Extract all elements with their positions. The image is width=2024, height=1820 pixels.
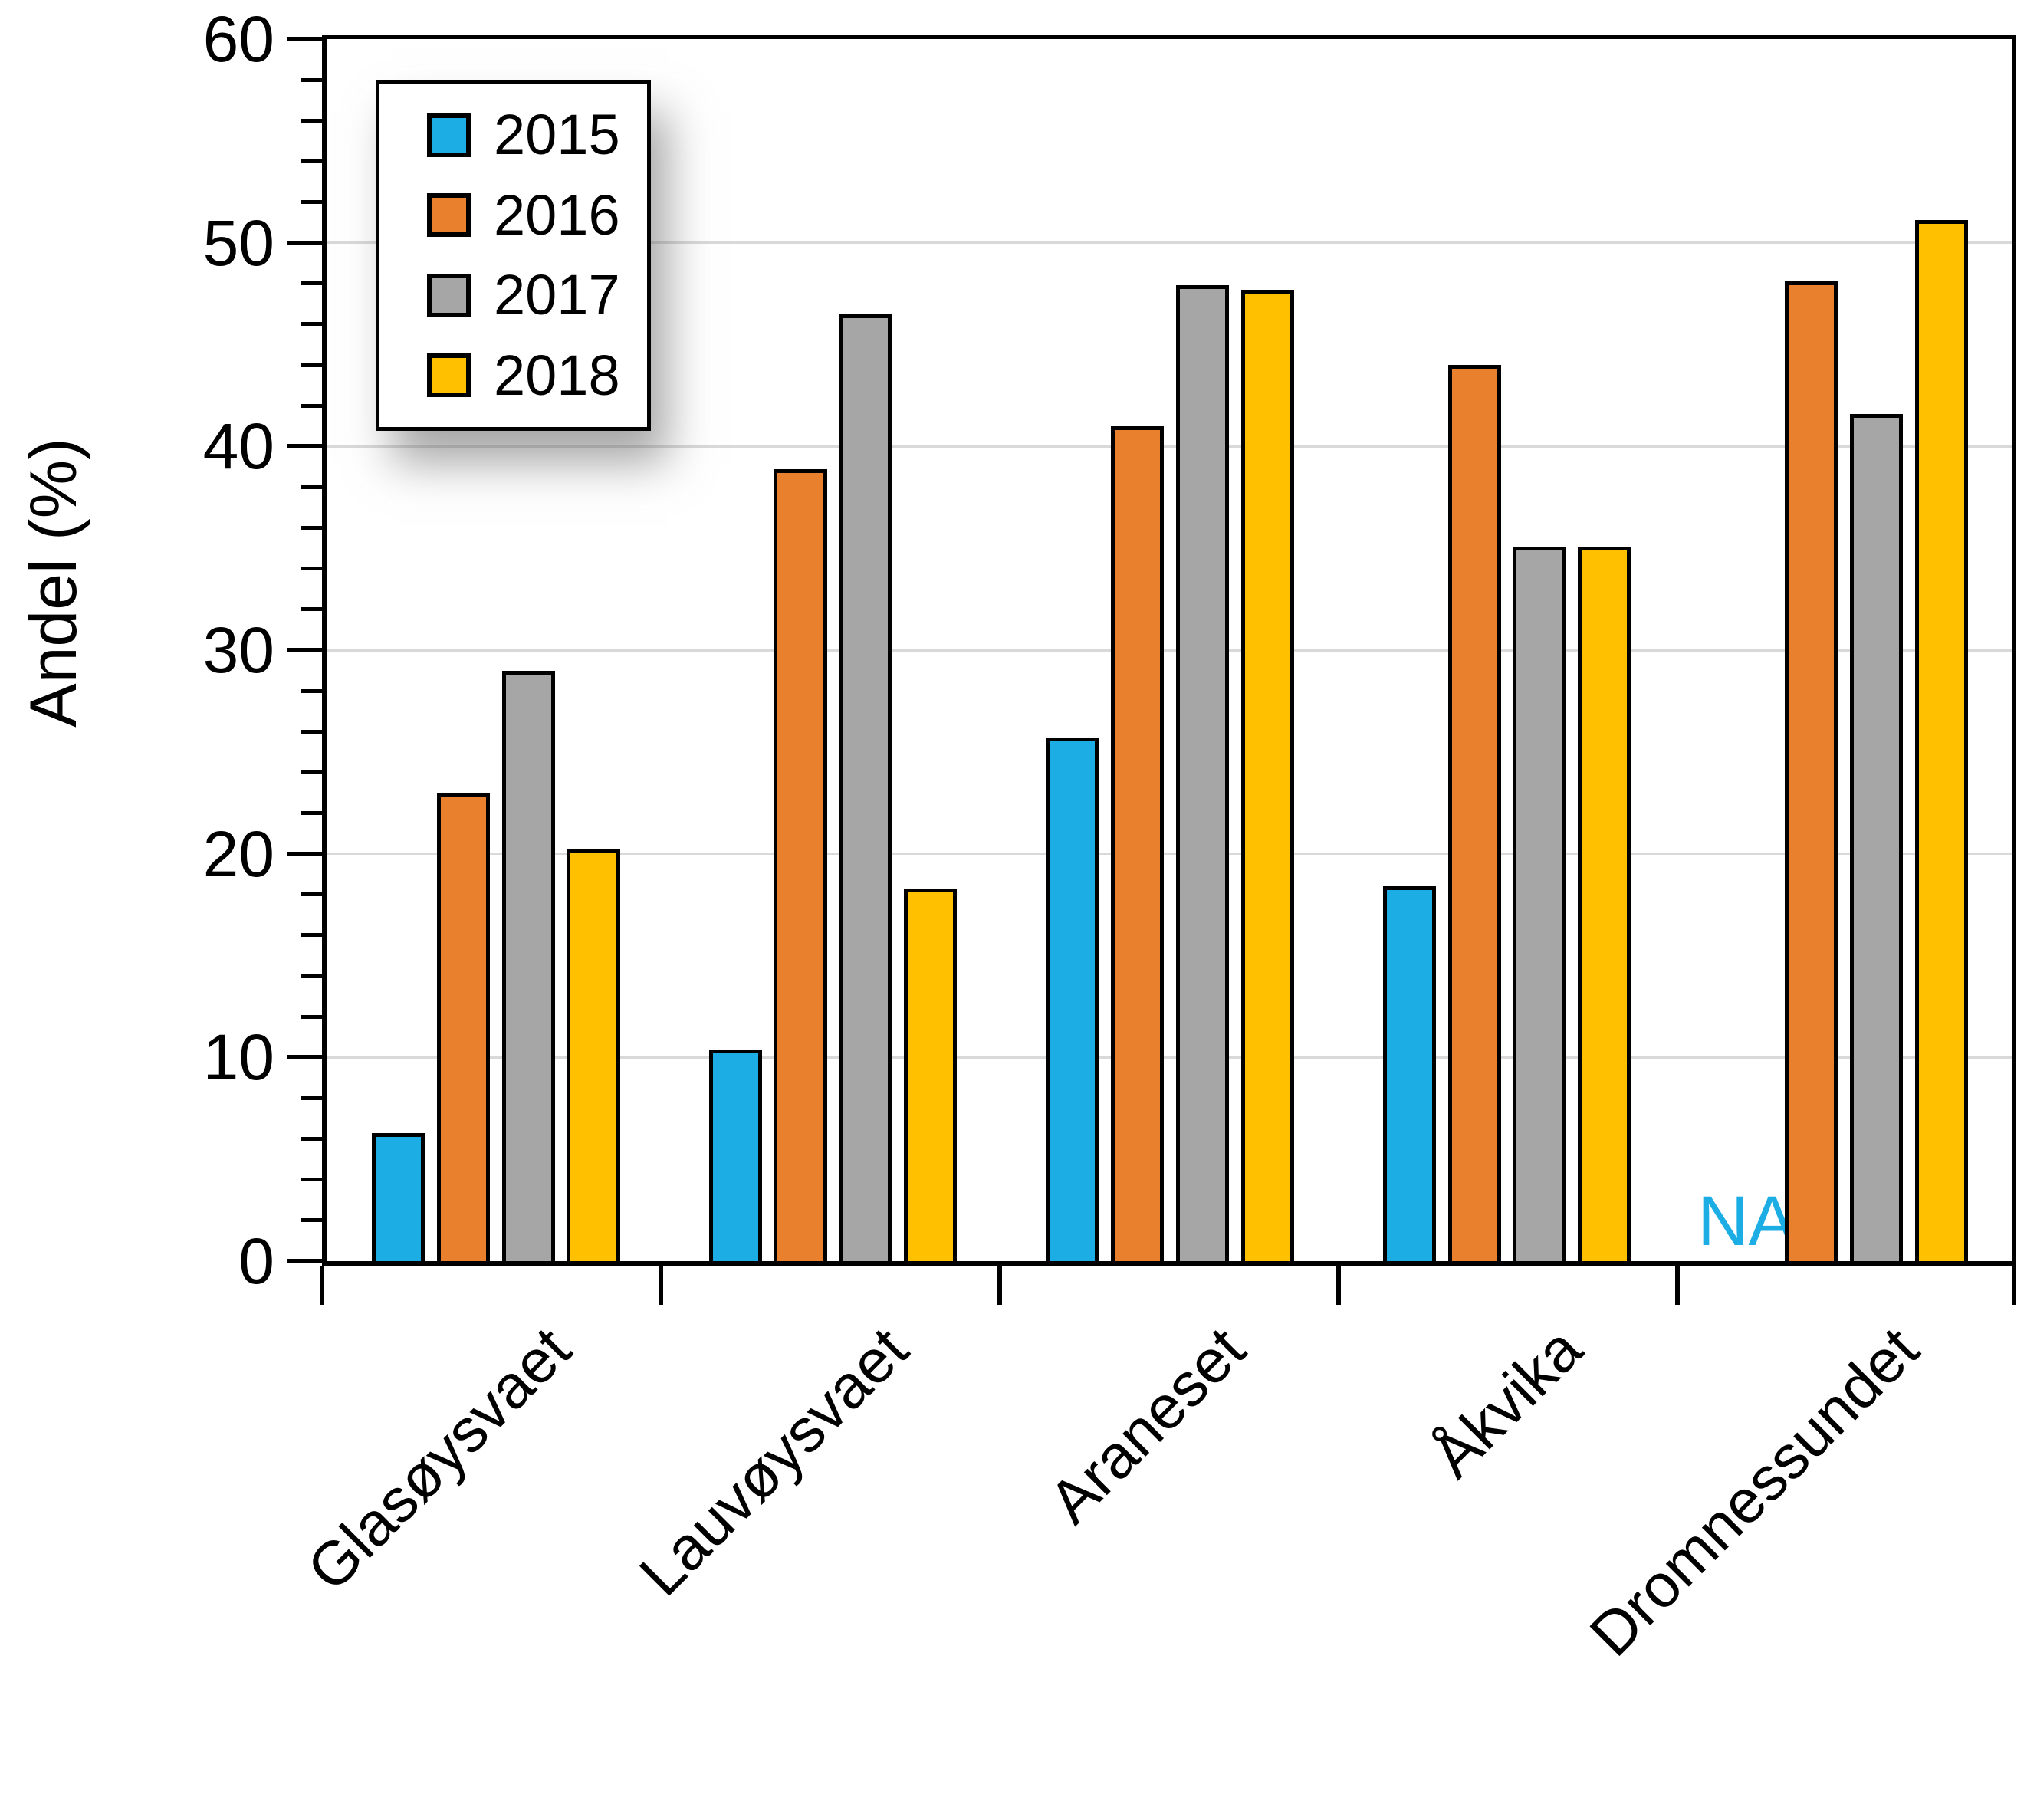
legend-swatch-2017 bbox=[427, 273, 471, 317]
legend-row-2018: 2018 bbox=[427, 347, 647, 404]
y-major-tick-0 bbox=[288, 1259, 322, 1263]
legend-label-2015: 2015 bbox=[494, 103, 620, 167]
y-tick-label-50: 50 bbox=[202, 206, 274, 279]
y-tick-label-30: 30 bbox=[202, 614, 274, 686]
y-minor-tick-56 bbox=[301, 118, 322, 123]
y-minor-tick-2 bbox=[301, 1218, 322, 1223]
y-major-tick-60 bbox=[288, 37, 322, 41]
y-major-tick-30 bbox=[288, 648, 322, 652]
y-major-tick-40 bbox=[288, 444, 322, 449]
bar-2018--kvika bbox=[1578, 546, 1631, 1261]
y-tick-label-0: 0 bbox=[238, 1225, 274, 1297]
y-minor-tick-22 bbox=[301, 811, 322, 816]
y-minor-tick-18 bbox=[301, 892, 322, 897]
plot-area: NA bbox=[322, 35, 2016, 1266]
x-boundary-tick-2 bbox=[997, 1266, 1002, 1305]
bar-2015-glas-ysvaet bbox=[372, 1132, 426, 1261]
legend-swatch-2016 bbox=[427, 193, 471, 238]
y-minor-tick-42 bbox=[301, 403, 322, 408]
x-boundary-tick-0 bbox=[320, 1266, 324, 1305]
bar-2017-lauv-ysvaet bbox=[839, 314, 892, 1261]
gridline-40 bbox=[327, 445, 2013, 448]
x-boundary-tick-4 bbox=[1675, 1266, 1680, 1305]
legend-swatch-2018 bbox=[427, 353, 471, 398]
x-tick-label-lauv-ysvaet: Lauvøysvaet bbox=[626, 1314, 921, 1609]
bar-2017--kvika bbox=[1513, 546, 1566, 1261]
bar-2018-araneset bbox=[1240, 289, 1294, 1261]
legend-row-2017: 2017 bbox=[427, 267, 647, 324]
y-minor-tick-54 bbox=[301, 159, 322, 163]
y-minor-tick-46 bbox=[301, 322, 322, 327]
y-major-tick-50 bbox=[288, 240, 322, 245]
y-tick-label-60: 60 bbox=[202, 3, 274, 75]
y-minor-tick-24 bbox=[301, 770, 322, 774]
y-minor-tick-8 bbox=[301, 1096, 322, 1100]
y-minor-tick-26 bbox=[301, 729, 322, 734]
x-boundary-tick-3 bbox=[1336, 1266, 1341, 1305]
y-minor-tick-4 bbox=[301, 1178, 322, 1182]
y-minor-tick-58 bbox=[301, 77, 322, 82]
legend: 2015 2016 2017 2018 bbox=[376, 80, 651, 431]
y-tick-label-10: 10 bbox=[202, 1021, 274, 1094]
bar-2015-araneset bbox=[1046, 738, 1099, 1261]
y-axis-title: Andel (%) bbox=[17, 438, 90, 728]
legend-label-2017: 2017 bbox=[494, 263, 620, 327]
bar-2016-lauv-ysvaet bbox=[774, 468, 827, 1261]
bar-2018-lauv-ysvaet bbox=[903, 888, 958, 1261]
gridline-50 bbox=[327, 241, 2013, 245]
gridline-20 bbox=[327, 853, 2013, 856]
bar-2017-glas-ysvaet bbox=[501, 670, 555, 1261]
y-minor-tick-34 bbox=[301, 567, 322, 571]
x-boundary-tick-5 bbox=[2012, 1266, 2016, 1305]
x-tick-label-araneset: Araneset bbox=[1036, 1314, 1258, 1536]
y-minor-tick-36 bbox=[301, 526, 322, 531]
x-tick-label-dromnessundet: Dromnessundet bbox=[1577, 1314, 1932, 1669]
legend-row-2015: 2015 bbox=[427, 107, 647, 163]
bar-2017-dromnessundet bbox=[1850, 413, 1904, 1261]
y-minor-tick-14 bbox=[301, 974, 322, 978]
bar-2016-araneset bbox=[1111, 425, 1165, 1261]
x-boundary-tick-1 bbox=[659, 1266, 663, 1305]
legend-label-2018: 2018 bbox=[494, 343, 620, 407]
missing-value-label-dromnessundet: NA bbox=[1697, 1182, 1796, 1260]
y-minor-tick-48 bbox=[301, 281, 322, 286]
y-tick-label-20: 20 bbox=[202, 817, 274, 890]
bar-2016--kvika bbox=[1447, 365, 1501, 1261]
y-minor-tick-52 bbox=[301, 200, 322, 205]
y-major-tick-10 bbox=[288, 1055, 322, 1060]
bar-2017-araneset bbox=[1175, 285, 1229, 1261]
y-minor-tick-6 bbox=[301, 1137, 322, 1142]
y-minor-tick-28 bbox=[301, 688, 322, 693]
y-minor-tick-32 bbox=[301, 607, 322, 612]
y-minor-tick-44 bbox=[301, 363, 322, 367]
legend-swatch-2015 bbox=[427, 113, 471, 157]
bar-2015--kvika bbox=[1382, 886, 1436, 1261]
bar-2018-glas-ysvaet bbox=[567, 849, 620, 1261]
legend-label-2016: 2016 bbox=[494, 182, 620, 247]
y-minor-tick-38 bbox=[301, 485, 322, 489]
gridline-10 bbox=[327, 1056, 2013, 1059]
y-tick-label-40: 40 bbox=[202, 410, 274, 483]
bar-2018-dromnessundet bbox=[1914, 220, 1968, 1261]
bar-2016-dromnessundet bbox=[1785, 281, 1838, 1261]
bar-2016-glas-ysvaet bbox=[436, 792, 490, 1261]
y-minor-tick-16 bbox=[301, 933, 322, 938]
gridline-30 bbox=[327, 649, 2013, 652]
legend-row-2016: 2016 bbox=[427, 182, 647, 247]
bar-2015-lauv-ysvaet bbox=[708, 1049, 762, 1261]
x-tick-label--kvika: Åkvika bbox=[1418, 1314, 1595, 1491]
y-major-tick-20 bbox=[288, 851, 322, 856]
x-tick-label-glas-ysvaet: Glasøysvaet bbox=[294, 1314, 584, 1604]
y-minor-tick-12 bbox=[301, 1014, 322, 1019]
